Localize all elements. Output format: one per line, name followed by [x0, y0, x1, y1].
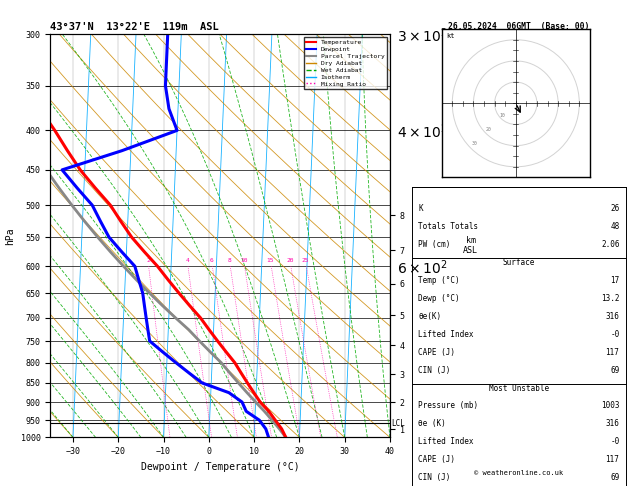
- Text: 6: 6: [209, 258, 213, 263]
- Text: CAPE (J): CAPE (J): [418, 455, 455, 464]
- Text: 10: 10: [240, 258, 247, 263]
- Text: 316: 316: [606, 312, 620, 321]
- Text: 43°37'N  13°22'E  119m  ASL: 43°37'N 13°22'E 119m ASL: [50, 22, 219, 32]
- Text: 2: 2: [146, 258, 150, 263]
- Text: 2.06: 2.06: [601, 240, 620, 249]
- Text: 10: 10: [499, 113, 505, 118]
- Text: 20: 20: [486, 127, 491, 132]
- Text: 26: 26: [610, 205, 620, 213]
- Text: 20: 20: [286, 258, 294, 263]
- Text: Temp (°C): Temp (°C): [418, 276, 460, 285]
- Text: Pressure (mb): Pressure (mb): [418, 401, 479, 411]
- Text: © weatheronline.co.uk: © weatheronline.co.uk: [474, 470, 564, 476]
- Text: 15: 15: [267, 258, 274, 263]
- Text: CAPE (J): CAPE (J): [418, 347, 455, 357]
- Text: Dewp (°C): Dewp (°C): [418, 294, 460, 303]
- Text: 17: 17: [610, 276, 620, 285]
- Text: θe (K): θe (K): [418, 419, 446, 428]
- X-axis label: Dewpoint / Temperature (°C): Dewpoint / Temperature (°C): [141, 462, 299, 472]
- Text: 69: 69: [610, 473, 620, 482]
- Text: 1003: 1003: [601, 401, 620, 411]
- Text: -0: -0: [610, 330, 620, 339]
- Text: 316: 316: [606, 419, 620, 428]
- Legend: Temperature, Dewpoint, Parcel Trajectory, Dry Adiabat, Wet Adiabat, Isotherm, Mi: Temperature, Dewpoint, Parcel Trajectory…: [304, 37, 387, 89]
- Text: Lifted Index: Lifted Index: [418, 330, 474, 339]
- Text: 13.2: 13.2: [601, 294, 620, 303]
- Text: Lifted Index: Lifted Index: [418, 437, 474, 446]
- Text: 117: 117: [606, 455, 620, 464]
- Text: 30: 30: [472, 140, 477, 146]
- Text: CIN (J): CIN (J): [418, 473, 451, 482]
- Text: -0: -0: [610, 437, 620, 446]
- Text: 48: 48: [610, 222, 620, 231]
- Text: Surface: Surface: [503, 258, 535, 267]
- Text: θe(K): θe(K): [418, 312, 442, 321]
- Text: LCL: LCL: [391, 418, 405, 428]
- Text: 26.05.2024  06GMT  (Base: 00): 26.05.2024 06GMT (Base: 00): [448, 21, 589, 31]
- Text: 25: 25: [302, 258, 309, 263]
- Text: 117: 117: [606, 347, 620, 357]
- Text: CIN (J): CIN (J): [418, 365, 451, 375]
- Text: Totals Totals: Totals Totals: [418, 222, 479, 231]
- Y-axis label: hPa: hPa: [5, 227, 15, 244]
- Text: 8: 8: [228, 258, 231, 263]
- Text: kt: kt: [446, 33, 454, 38]
- Text: Most Unstable: Most Unstable: [489, 383, 549, 393]
- Text: 4: 4: [186, 258, 189, 263]
- Text: K: K: [418, 205, 423, 213]
- Text: 69: 69: [610, 365, 620, 375]
- Y-axis label: km
ASL: km ASL: [463, 236, 478, 255]
- Text: PW (cm): PW (cm): [418, 240, 451, 249]
